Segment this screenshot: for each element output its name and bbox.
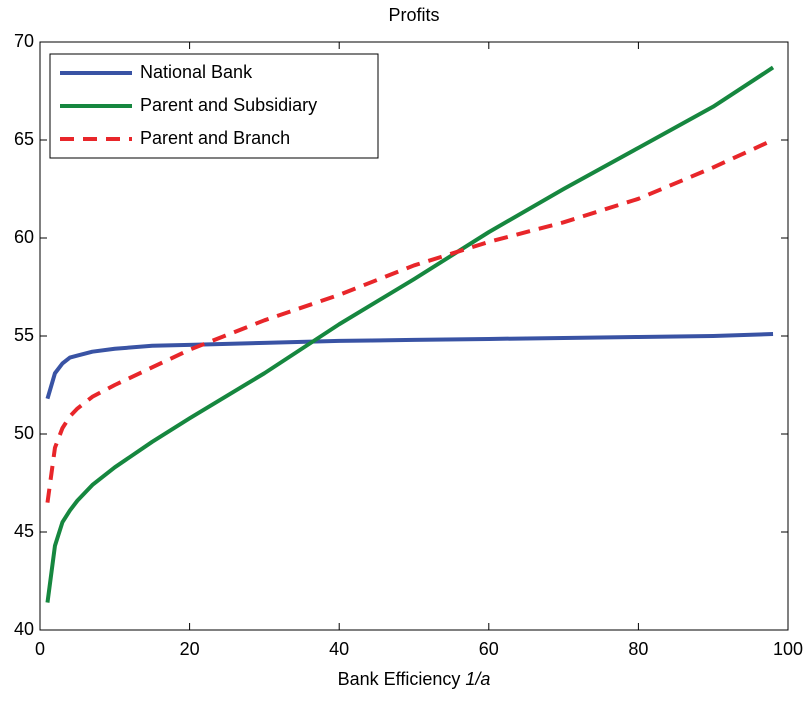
x-tick-label: 40 — [329, 639, 349, 659]
x-label-symbol: 1/a — [465, 669, 490, 689]
x-tick-label: 20 — [180, 639, 200, 659]
series-line — [45, 138, 774, 503]
y-tick-label: 60 — [14, 227, 34, 247]
legend-label: Parent and Branch — [140, 128, 290, 148]
x-tick-label: 0 — [35, 639, 45, 659]
legend-label: National Bank — [140, 62, 253, 82]
chart-title: Profits — [388, 5, 439, 25]
y-tick-label: 70 — [14, 31, 34, 51]
x-tick-label: 100 — [773, 639, 803, 659]
x-label-text: Bank Efficiency — [338, 669, 461, 689]
y-tick-label: 55 — [14, 325, 34, 345]
y-tick-label: 65 — [14, 129, 34, 149]
series-line — [45, 65, 775, 603]
y-tick-label: 40 — [14, 619, 34, 639]
series-line — [45, 332, 774, 400]
x-axis-label: Bank Efficiency 1/a — [338, 669, 491, 689]
x-tick-label: 60 — [479, 639, 499, 659]
y-tick-label: 45 — [14, 521, 34, 541]
legend-label: Parent and Subsidiary — [140, 95, 317, 115]
x-tick-label: 80 — [628, 639, 648, 659]
y-tick-label: 50 — [14, 423, 34, 443]
